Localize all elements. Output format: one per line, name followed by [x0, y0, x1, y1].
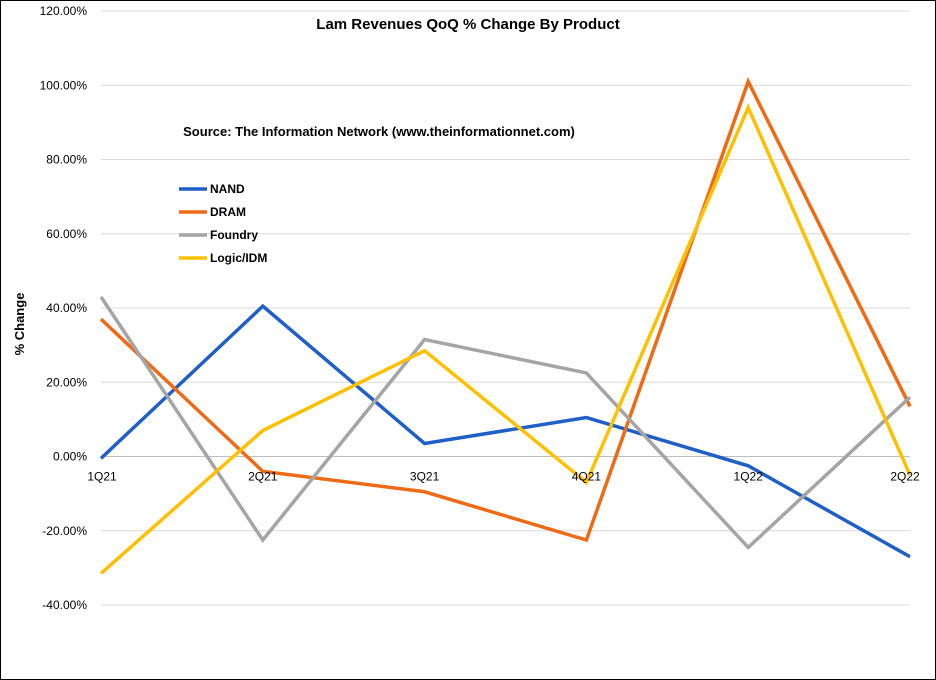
x-tick-label: 2Q22 [890, 470, 920, 484]
x-tick-label: 3Q21 [410, 470, 440, 484]
series-lines [99, 77, 912, 575]
y-tick-labels: -40.00% -20.00% 0.00% 20.00% 40.00% 60.00% 80.… [40, 4, 88, 612]
chart-title: Lam Revenues QoQ % Change By Product [316, 16, 619, 33]
series-line-logic-idm [99, 103, 912, 575]
legend-label: Foundry [210, 228, 258, 242]
source-annotation: Source: The Information Network (www.the… [183, 124, 575, 139]
x-tick-label: 4Q21 [572, 470, 602, 484]
y-tick-label: 120.00% [40, 4, 88, 18]
x-tick-label: 1Q21 [87, 470, 117, 484]
y-tick-label: -20.00% [42, 524, 87, 538]
y-tick-label: 20.00% [46, 375, 87, 389]
x-tick-label: 1Q22 [734, 470, 764, 484]
y-axis-label: % Change [12, 293, 27, 356]
series-line-dram [99, 77, 912, 543]
legend-label: NAND [210, 182, 245, 196]
x-tick-label: 2Q21 [248, 470, 278, 484]
y-tick-label: 80.00% [46, 153, 87, 167]
y-tick-label: 0.00% [53, 450, 87, 464]
y-tick-label: 40.00% [46, 301, 87, 315]
legend-label: DRAM [210, 205, 246, 219]
y-tick-label: 60.00% [46, 227, 87, 241]
series-line-nand [99, 303, 911, 559]
series-line-foundry [99, 295, 912, 550]
y-tick-label: -40.00% [42, 598, 87, 612]
y-tick-label: 100.00% [40, 78, 88, 92]
legend-label: Logic/IDM [210, 251, 267, 265]
x-tick-labels: 1Q21 2Q21 3Q21 4Q21 1Q22 2Q22 [87, 470, 920, 484]
legend: NAND DRAM Foundry Logic/IDM [179, 182, 267, 265]
